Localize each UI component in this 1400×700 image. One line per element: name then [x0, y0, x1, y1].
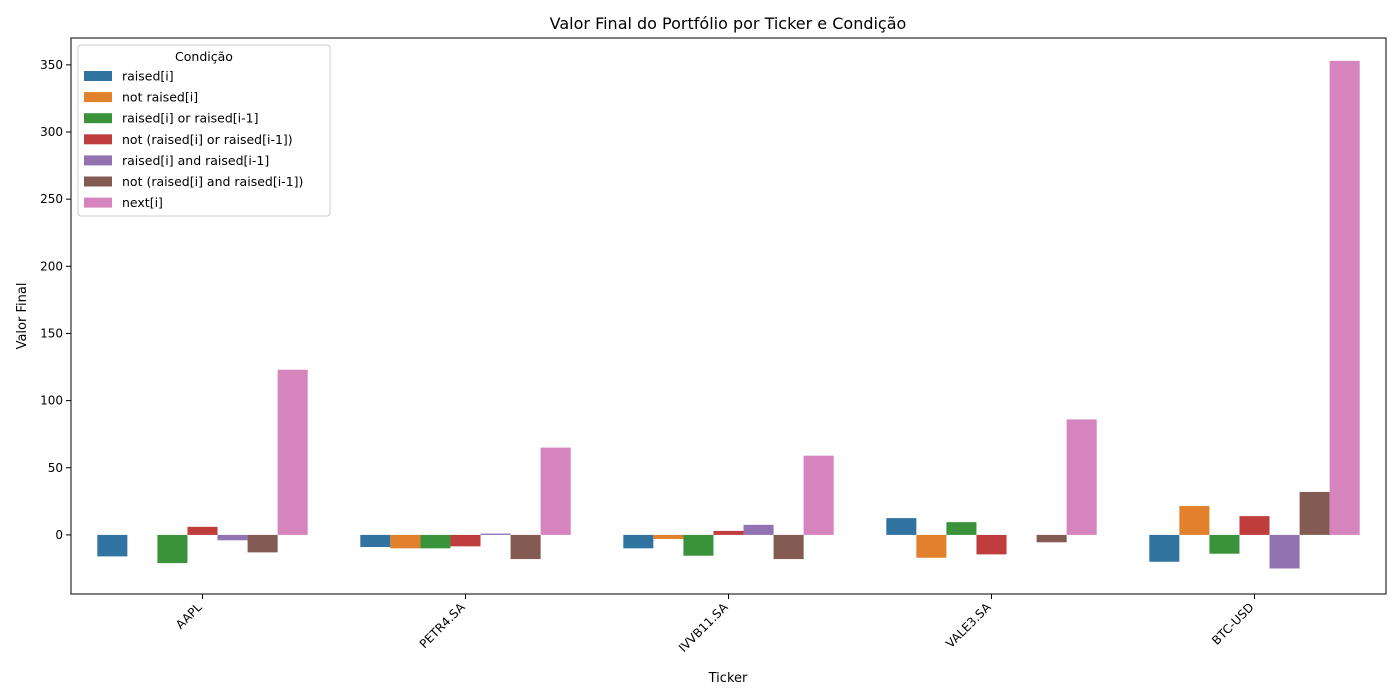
y-tick-label: 350	[40, 58, 63, 72]
bar	[510, 534, 541, 560]
legend-label: not raised[i]	[122, 90, 198, 105]
x-tick-label: BTC-USD	[1209, 600, 1257, 648]
legend-swatch	[84, 197, 112, 208]
bar	[743, 524, 774, 535]
legend-label: raised[i] or raised[i-1]	[122, 111, 258, 126]
bar	[1066, 419, 1097, 535]
x-tick-label: IVVB11.SA	[676, 600, 731, 655]
legend-items: raised[i] not raised[i] raised[i] or raise…	[84, 69, 303, 210]
bar	[683, 534, 714, 556]
bar	[360, 534, 391, 547]
x-axis: AAPL PETR4.SA IVVB11.SA VALE3.SA BTC-USD	[173, 594, 1257, 655]
bar	[187, 526, 218, 535]
bar	[976, 534, 1007, 555]
x-axis-title: Ticker	[708, 671, 748, 686]
y-tick-label: 50	[48, 461, 63, 475]
legend-swatch	[84, 176, 112, 187]
legend-swatch	[84, 134, 112, 145]
bar	[540, 447, 571, 535]
bar	[97, 534, 128, 557]
y-tick-label: 150	[40, 326, 63, 340]
bar	[886, 518, 917, 535]
bar	[1329, 60, 1360, 535]
bar	[773, 534, 804, 560]
legend-label: next[i]	[122, 195, 163, 210]
bar	[217, 534, 248, 541]
bar	[1209, 534, 1240, 554]
x-tick-label: AAPL	[173, 600, 205, 632]
bar	[1269, 534, 1300, 569]
bar	[157, 534, 188, 564]
legend-title: Condição	[175, 49, 233, 64]
legend: Condição raised[i]not raised[i]raised[i]…	[77, 44, 331, 217]
bar	[653, 534, 684, 539]
bar	[623, 534, 654, 549]
bar	[420, 534, 451, 549]
bar	[1149, 534, 1180, 562]
y-tick-label: 200	[40, 259, 63, 273]
legend-swatch	[84, 113, 112, 124]
bar	[1036, 534, 1067, 543]
legend-label: raised[i]	[122, 69, 174, 84]
bar	[803, 455, 834, 535]
bar	[1299, 491, 1330, 535]
y-tick-label: 250	[40, 192, 63, 206]
legend-frame	[77, 44, 331, 217]
bar	[1179, 506, 1210, 535]
legend-swatch	[84, 155, 112, 166]
bar	[247, 534, 278, 553]
bar	[450, 534, 481, 547]
legend-label: raised[i] and raised[i-1]	[122, 153, 269, 168]
legend-swatch	[84, 71, 112, 81]
x-tick-label: VALE3.SA	[943, 600, 994, 651]
legend-label: not (raised[i] or raised[i-1])	[122, 132, 293, 147]
bar	[916, 534, 947, 558]
legend-label: not (raised[i] and raised[i-1])	[122, 174, 303, 189]
chart-title: Valor Final do Portfólio por Ticker e Co…	[550, 14, 907, 33]
bar	[946, 522, 977, 535]
bars-group	[97, 60, 1360, 569]
x-tick-label: PETR4.SA	[417, 600, 468, 651]
legend-swatch	[84, 92, 112, 103]
y-axis: 0 50 100 150 200 250 300 350	[40, 58, 71, 542]
bar	[713, 530, 744, 535]
y-axis-title: Valor Final	[15, 283, 30, 350]
y-tick-label: 100	[40, 394, 63, 408]
y-tick-label: 300	[40, 125, 63, 139]
bar	[480, 533, 511, 535]
y-tick-label: 0	[55, 528, 63, 542]
bar	[1239, 516, 1270, 535]
bar	[277, 369, 308, 535]
bar	[390, 534, 421, 549]
